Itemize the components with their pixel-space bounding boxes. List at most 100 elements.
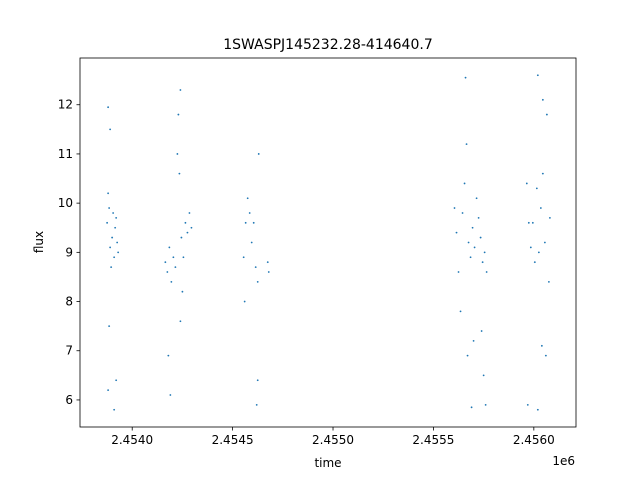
data-point [463,182,466,185]
data-point [475,197,478,200]
y-tick-label: 11 [58,147,73,161]
data-point [169,394,172,396]
data-point [168,246,171,249]
y-axis-ticks: 6 7 8 9 10 11 12 [58,98,80,407]
data-point [244,221,247,224]
data-point [117,251,120,254]
data-point [547,280,550,283]
data-point [252,221,255,224]
plot-frame [79,57,577,428]
data-point [459,310,462,313]
data-point [529,246,532,249]
y-tick-label: 8 [65,295,73,309]
data-point [465,143,468,146]
data-point [179,89,182,91]
data-point [535,187,538,190]
data-point [545,113,548,116]
data-point [111,236,114,239]
data-point [531,221,534,224]
data-point [107,106,110,109]
data-point [480,330,483,332]
data-point [167,354,170,357]
data-point [471,226,474,229]
data-point [544,354,547,357]
data-point [177,113,180,116]
data-point [256,379,259,382]
data-point [108,325,111,328]
data-point [485,271,488,273]
data-point [469,256,472,259]
data-point [190,226,193,229]
data-point [467,241,470,244]
data-point [115,379,118,382]
data-point [548,217,551,219]
data-point [186,231,189,234]
data-point [481,261,484,264]
data-point [115,217,118,219]
x-tick-label: 2.4555 [412,433,454,447]
data-point [109,246,112,249]
data-point [477,217,480,219]
data-point [457,271,460,273]
data-point [107,192,110,195]
data-point [113,408,116,411]
data-point [455,231,458,234]
data-point [184,221,187,224]
data-point [164,261,167,264]
data-point [174,266,177,268]
data-point [248,212,251,214]
data-point [250,241,253,244]
x-axis-offset-label: 1e6 [552,454,575,468]
y-axis-label: flux [32,231,46,253]
x-tick-label: 2.4550 [312,433,354,447]
data-point [166,271,169,273]
data-point [107,389,110,391]
data-point [242,256,245,259]
data-point [470,406,473,409]
data-point [178,172,181,175]
chart-title: 1SWASPJ145232.28-414640.7 [223,37,432,53]
data-point [181,290,184,293]
x-tick-label: 2.4560 [513,433,555,447]
data-point [536,74,539,77]
data-point [466,354,469,357]
data-point [464,76,467,79]
data-point [255,403,258,406]
data-point [541,172,544,175]
data-point [113,256,116,259]
data-point [108,207,111,209]
x-axis-label: time [314,456,341,470]
x-tick-label: 2.4540 [111,433,153,447]
data-point [472,340,475,342]
data-point [110,266,113,268]
data-point [266,261,269,264]
y-tick-label: 12 [58,98,73,112]
data-point [536,408,539,411]
data-point [246,197,249,200]
x-tick-label: 2.4545 [212,433,254,447]
data-point [453,207,456,209]
data-point [172,256,175,259]
data-points [106,74,551,411]
data-point [176,153,179,155]
data-point [539,207,542,209]
y-tick-label: 9 [65,245,73,259]
data-point [179,320,182,323]
data-point [541,98,544,101]
data-point [484,403,487,406]
data-point [243,300,246,303]
data-point [257,153,260,155]
data-point [106,221,109,224]
data-point [543,241,546,244]
data-point [540,344,543,347]
data-point [461,212,464,214]
data-point [473,246,476,249]
data-point [482,374,485,377]
data-point [112,212,115,214]
data-point [182,256,185,259]
y-tick-label: 6 [65,393,73,407]
data-point [267,271,270,273]
data-point [483,251,486,254]
